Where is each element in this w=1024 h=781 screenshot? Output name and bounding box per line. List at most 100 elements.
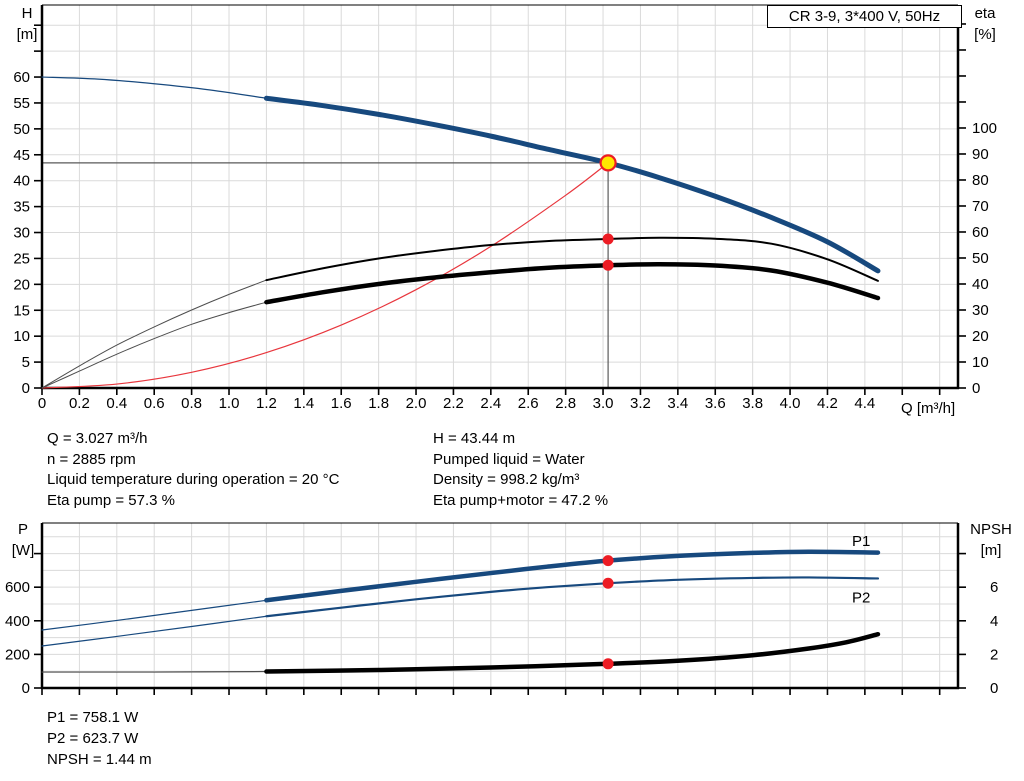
duty-annotations-right: H = 43.44 m Pumped liquid = Water Densit…	[433, 429, 608, 511]
tick-label-left: 25	[13, 250, 30, 267]
annotation-speed: n = 2885 rpm	[47, 450, 136, 468]
head-axis-title: H [m]	[8, 3, 46, 45]
p1-curve-thin	[41, 599, 268, 631]
eta-pump-motor	[264, 261, 881, 305]
tick-label-left: 0	[22, 680, 30, 697]
power-axis-title: P [W]	[4, 519, 42, 561]
footer-values: P1 = 758.1 W P2 = 623.7 W NPSH = 1.44 m	[47, 708, 152, 771]
tick-label-x: 1.6	[331, 395, 352, 412]
tick-label-right: 60	[972, 224, 989, 241]
tick-label-left: 35	[13, 199, 30, 216]
head-curve	[263, 95, 881, 274]
tick-label-x: 2.2	[443, 395, 464, 412]
pump-type-box: CR 3-9, 3*400 V, 50Hz	[767, 5, 962, 28]
curve-label-p1: P1	[852, 533, 870, 550]
tick-label-x: 0.4	[106, 395, 127, 412]
tick-label-x: 0	[38, 395, 46, 412]
annotation-density: Density = 998.2 kg/m³	[433, 471, 580, 489]
tick-label-left: 600	[5, 579, 30, 596]
npsh-axis-name: NPSH	[970, 521, 1012, 538]
duty-annotations-left: Q = 3.027 m³/h n = 2885 rpm Liquid tempe…	[47, 429, 339, 511]
tick-label-left: 15	[13, 302, 30, 319]
tick-label-x: 3.2	[630, 395, 651, 412]
tick-label-x: 2.6	[518, 395, 539, 412]
tick-label-left: 400	[5, 613, 30, 630]
tick-label-left: 40	[13, 173, 30, 190]
duty-dot-marker	[602, 233, 614, 245]
annotation-eta-pump-motor: Eta pump+motor = 47.2 %	[433, 491, 609, 509]
tick-label-right: 0	[972, 380, 980, 397]
annotation-liquid-temperature: Liquid temperature during operation = 20…	[47, 471, 340, 489]
footer-p2: P2 = 623.7 W	[47, 729, 139, 747]
tick-label-left: 30	[13, 225, 30, 242]
tick-label-left: 50	[13, 121, 30, 138]
eta-axis-name: eta	[974, 5, 996, 22]
tick-label-x: 2.4	[480, 395, 501, 412]
tick-label-right: 4	[990, 613, 998, 630]
annotation-eta-pump: Eta pump = 57.3 %	[47, 491, 175, 509]
eta-pump	[265, 236, 879, 282]
tick-label-x: 2.8	[555, 395, 576, 412]
npsh-axis-unit: [m]	[980, 542, 1002, 559]
footer-npsh: NPSH = 1.44 m	[47, 750, 152, 768]
head-axis-name: H	[21, 5, 33, 22]
tick-label-right: 40	[972, 276, 989, 293]
tick-label-right: 30	[972, 302, 989, 319]
tick-label-x: 3.0	[593, 395, 614, 412]
tick-label-left: 20	[13, 276, 30, 293]
npsh-curve	[264, 631, 881, 674]
tick-label-right: 50	[972, 250, 989, 267]
tick-label-left: 60	[13, 69, 30, 86]
npsh-curve-thin	[41, 670, 268, 673]
system-curve	[41, 162, 609, 389]
eta-pump-motor-thin	[41, 301, 267, 389]
tick-label-x: 0.8	[181, 395, 202, 412]
curve-label-p2: P2	[852, 589, 870, 606]
p2-curve	[265, 576, 880, 618]
npsh-axis-title: NPSH [m]	[960, 519, 1022, 561]
tick-label-x: 1.2	[256, 395, 277, 412]
tick-label-left: 55	[13, 95, 30, 112]
duty-point-marker	[599, 154, 617, 172]
duty-dot-marker	[602, 658, 614, 670]
tick-label-x: 1.0	[219, 395, 240, 412]
tick-label-x: 0.2	[69, 395, 90, 412]
tick-label-left: 45	[13, 147, 30, 164]
tick-label-right: 2	[990, 646, 998, 663]
duty-dot-marker	[602, 555, 614, 567]
tick-label-x: 4.4	[854, 395, 875, 412]
duty-dot-marker	[602, 259, 614, 271]
tick-label-x: 1.4	[293, 395, 314, 412]
tick-label-right: 10	[972, 354, 989, 371]
footer-p1: P1 = 758.1 W	[47, 709, 139, 726]
eta-pump-thin	[41, 279, 267, 389]
tick-label-x: 2.0	[406, 395, 427, 412]
flow-axis-title: Q [m³/h]	[901, 400, 956, 417]
tick-label-right: 0	[990, 680, 998, 697]
annotation-pumped-liquid: Pumped liquid = Water	[433, 450, 585, 468]
tick-label-x: 3.8	[742, 395, 763, 412]
tick-label-right: 70	[972, 198, 989, 215]
tick-label-right: 20	[972, 328, 989, 345]
tick-label-right: 90	[972, 146, 989, 163]
tick-label-right: 80	[972, 172, 989, 189]
tick-label-x: 3.6	[705, 395, 726, 412]
tick-label-x: 4.0	[780, 395, 801, 412]
tick-label-x: 3.4	[667, 395, 688, 412]
tick-label-right: 100	[972, 120, 997, 137]
p2-curve-thin	[41, 615, 268, 647]
eta-axis-unit: [%]	[974, 26, 996, 43]
tick-label-left: 200	[5, 646, 30, 663]
head-axis-unit: [m]	[16, 26, 38, 43]
tick-label-left: 5	[22, 354, 30, 371]
tick-label-left: 0	[22, 380, 30, 397]
power-axis-unit: [W]	[11, 542, 35, 559]
head-curve-thin	[41, 76, 268, 99]
duty-dot-marker	[602, 577, 614, 589]
annotation-flow: Q = 3.027 m³/h	[47, 430, 148, 447]
tick-label-right: 6	[990, 579, 998, 596]
tick-label-x: 0.6	[144, 395, 165, 412]
tick-label-x: 4.2	[817, 395, 838, 412]
